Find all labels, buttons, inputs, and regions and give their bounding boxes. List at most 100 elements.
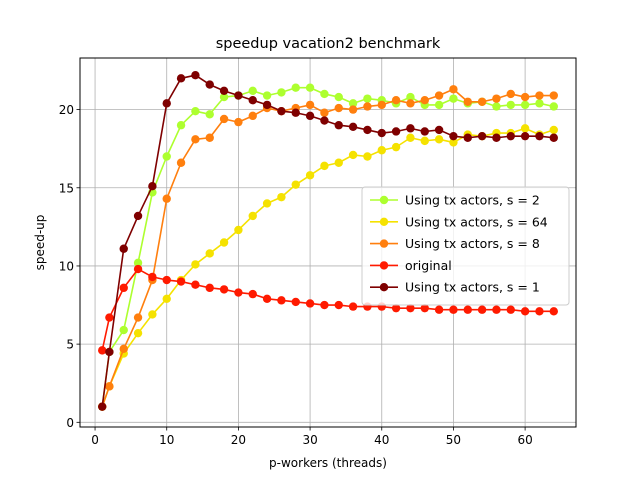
data-point: [219, 285, 229, 294]
data-point: [277, 296, 286, 305]
data-point: [449, 305, 458, 314]
data-point: [191, 280, 200, 289]
data-point: [406, 133, 415, 142]
data-point: [176, 277, 186, 286]
data-point: [191, 106, 200, 116]
legend-swatch-marker: [379, 283, 389, 292]
data-point: [492, 94, 501, 103]
data-point: [277, 106, 286, 116]
data-point: [105, 382, 114, 391]
data-point: [535, 131, 544, 141]
plot-frame: [79, 57, 577, 428]
data-point: [148, 310, 157, 319]
data-point: [492, 305, 501, 314]
data-point: [377, 100, 386, 110]
data-point: [305, 100, 315, 110]
data-point: [463, 305, 472, 314]
data-point: [305, 171, 315, 180]
data-point: [363, 94, 372, 103]
legend-entry: Using tx actors, s = 8: [370, 236, 540, 251]
data-point: [477, 97, 487, 106]
legend-label: original: [405, 258, 452, 273]
data-point: [549, 133, 558, 142]
series-layer: [98, 70, 558, 411]
y-axis-label: speed-up: [33, 215, 47, 271]
data-point: [520, 92, 530, 102]
data-point: [248, 96, 257, 105]
x-tick-label: 40: [374, 433, 389, 447]
legend-swatch-marker: [379, 217, 389, 226]
x-tick-label: 50: [446, 433, 461, 447]
data-point: [248, 211, 257, 221]
data-point: [291, 108, 300, 117]
x-tick-label: 30: [302, 433, 317, 447]
data-point: [305, 299, 315, 308]
data-point: [234, 225, 243, 235]
data-point: [420, 96, 429, 105]
data-point: [191, 260, 200, 269]
data-point: [162, 294, 171, 303]
data-point: [334, 121, 343, 130]
data-point: [305, 83, 315, 92]
data-point: [162, 275, 171, 285]
data-point: [492, 102, 501, 111]
legend-box: [361, 186, 570, 306]
data-point: [363, 125, 372, 135]
data-point: [176, 74, 186, 83]
data-point: [191, 70, 200, 80]
data-point: [176, 121, 186, 130]
data-point: [463, 133, 472, 142]
legend-entry: Using tx actors, s = 1: [370, 280, 540, 295]
x-tick-label: 10: [159, 433, 174, 447]
axis-ticks: 0 10 20 30 40 50 60 0 5 10 15 20: [59, 103, 533, 447]
data-point: [291, 180, 300, 189]
data-point: [520, 307, 530, 316]
data-point: [162, 99, 171, 108]
data-point: [348, 99, 358, 108]
y-tick-label: 20: [59, 103, 74, 117]
data-point: [463, 97, 472, 106]
data-point: [205, 283, 214, 293]
data-point: [133, 258, 143, 268]
data-point: [506, 100, 515, 110]
legend-entry: original: [370, 258, 452, 273]
data-point: [449, 138, 458, 147]
x-tick-label: 0: [91, 433, 99, 447]
legend-entry: Using tx actors, s = 2: [370, 193, 540, 208]
data-point: [535, 99, 544, 108]
data-point: [148, 182, 157, 191]
series-5: [98, 70, 558, 411]
data-point: [162, 152, 171, 161]
data-point: [133, 211, 143, 221]
data-point: [549, 307, 558, 316]
data-point: [363, 152, 372, 161]
data-point: [205, 133, 214, 142]
data-point: [348, 302, 358, 311]
data-point: [434, 305, 444, 314]
data-point: [549, 125, 558, 135]
data-point: [320, 89, 329, 99]
data-point: [248, 111, 257, 121]
data-point: [477, 131, 487, 141]
data-point: [406, 99, 415, 108]
legend-label: Using tx actors, s = 64: [405, 214, 548, 229]
y-tick-label: 15: [59, 181, 74, 195]
data-point: [406, 92, 415, 102]
data-point: [348, 105, 358, 114]
series-4: [98, 264, 558, 355]
data-point: [262, 199, 272, 208]
data-point: [391, 142, 401, 152]
data-point: [434, 100, 444, 110]
data-point: [133, 328, 143, 338]
chart-title: speedup vacation2 benchmark: [216, 36, 441, 52]
data-point: [334, 300, 343, 310]
data-point: [520, 131, 530, 141]
data-point: [506, 305, 515, 314]
data-point: [277, 88, 286, 97]
data-point: [320, 108, 329, 117]
data-point: [449, 94, 458, 103]
legend-swatch-marker: [379, 195, 389, 205]
data-point: [477, 305, 487, 314]
data-point: [305, 111, 315, 121]
